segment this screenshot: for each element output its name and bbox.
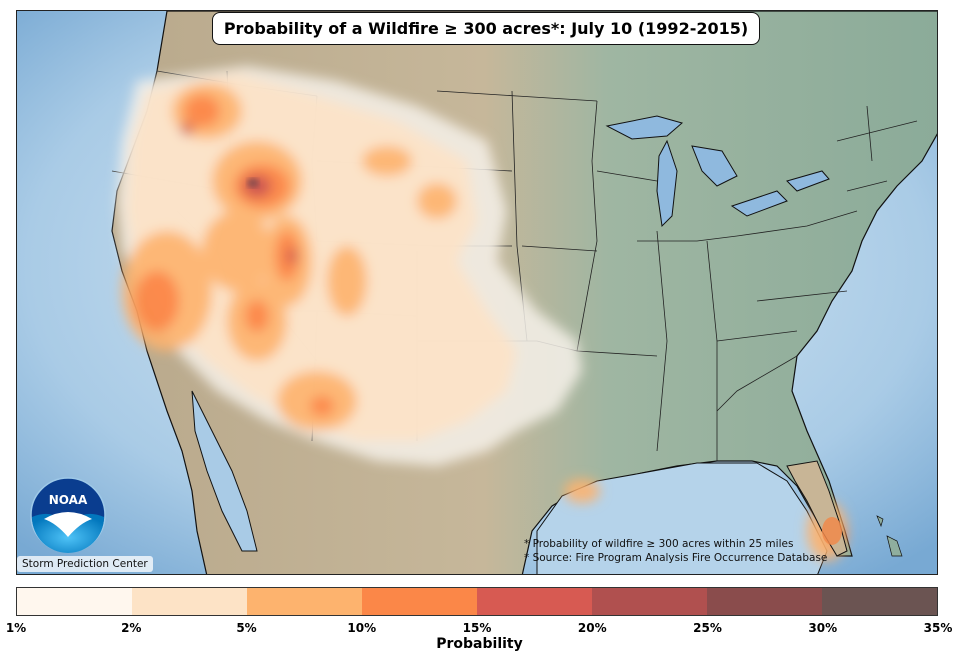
colorbar (16, 587, 938, 616)
credit-label: Storm Prediction Center (17, 556, 153, 572)
colorbar-tick-label: 2% (121, 621, 142, 635)
colorbar-tick-label: 10% (347, 621, 377, 635)
bahamas (876, 515, 903, 557)
noaa-logo: NOAA (30, 477, 106, 553)
colorbar-segment (592, 588, 707, 615)
probability-shading (117, 66, 847, 561)
colorbar-tick-label: 15% (462, 621, 492, 635)
gulf-of-california (191, 390, 258, 552)
colorbar-segment (132, 588, 247, 615)
map-title: Probability of a Wildfire ≥ 300 acres*: … (212, 12, 760, 45)
colorbar-segment (822, 588, 937, 615)
colorbar-segment (247, 588, 362, 615)
colorbar-label: Probability (436, 636, 523, 652)
colorbar-segment (477, 588, 592, 615)
colorbar-segment (362, 588, 477, 615)
florida-hotspot (822, 517, 842, 545)
colorbar-tick-label: 35% (923, 621, 953, 635)
colorbar-tick-label: 20% (577, 621, 607, 635)
wildfire-probability-map (17, 11, 937, 574)
logo-text: NOAA (49, 493, 88, 507)
footnote-source: * Source: Fire Program Analysis Fire Occ… (524, 552, 828, 564)
colorbar-tick-label: 30% (808, 621, 838, 635)
colorbar-segment (17, 588, 132, 615)
colorbar-tick-label: 25% (693, 621, 722, 635)
colorbar-segment (707, 588, 822, 615)
probability-core (247, 178, 259, 188)
gulf-of-mexico (536, 462, 828, 574)
colorbar-tick-label: 1% (5, 621, 27, 635)
map-panel (16, 10, 938, 575)
great-lakes (605, 115, 830, 228)
colorbar-tick-label: 5% (236, 621, 257, 635)
footnote-probability: * Probability of wildfire ≥ 300 acres wi… (524, 538, 794, 550)
